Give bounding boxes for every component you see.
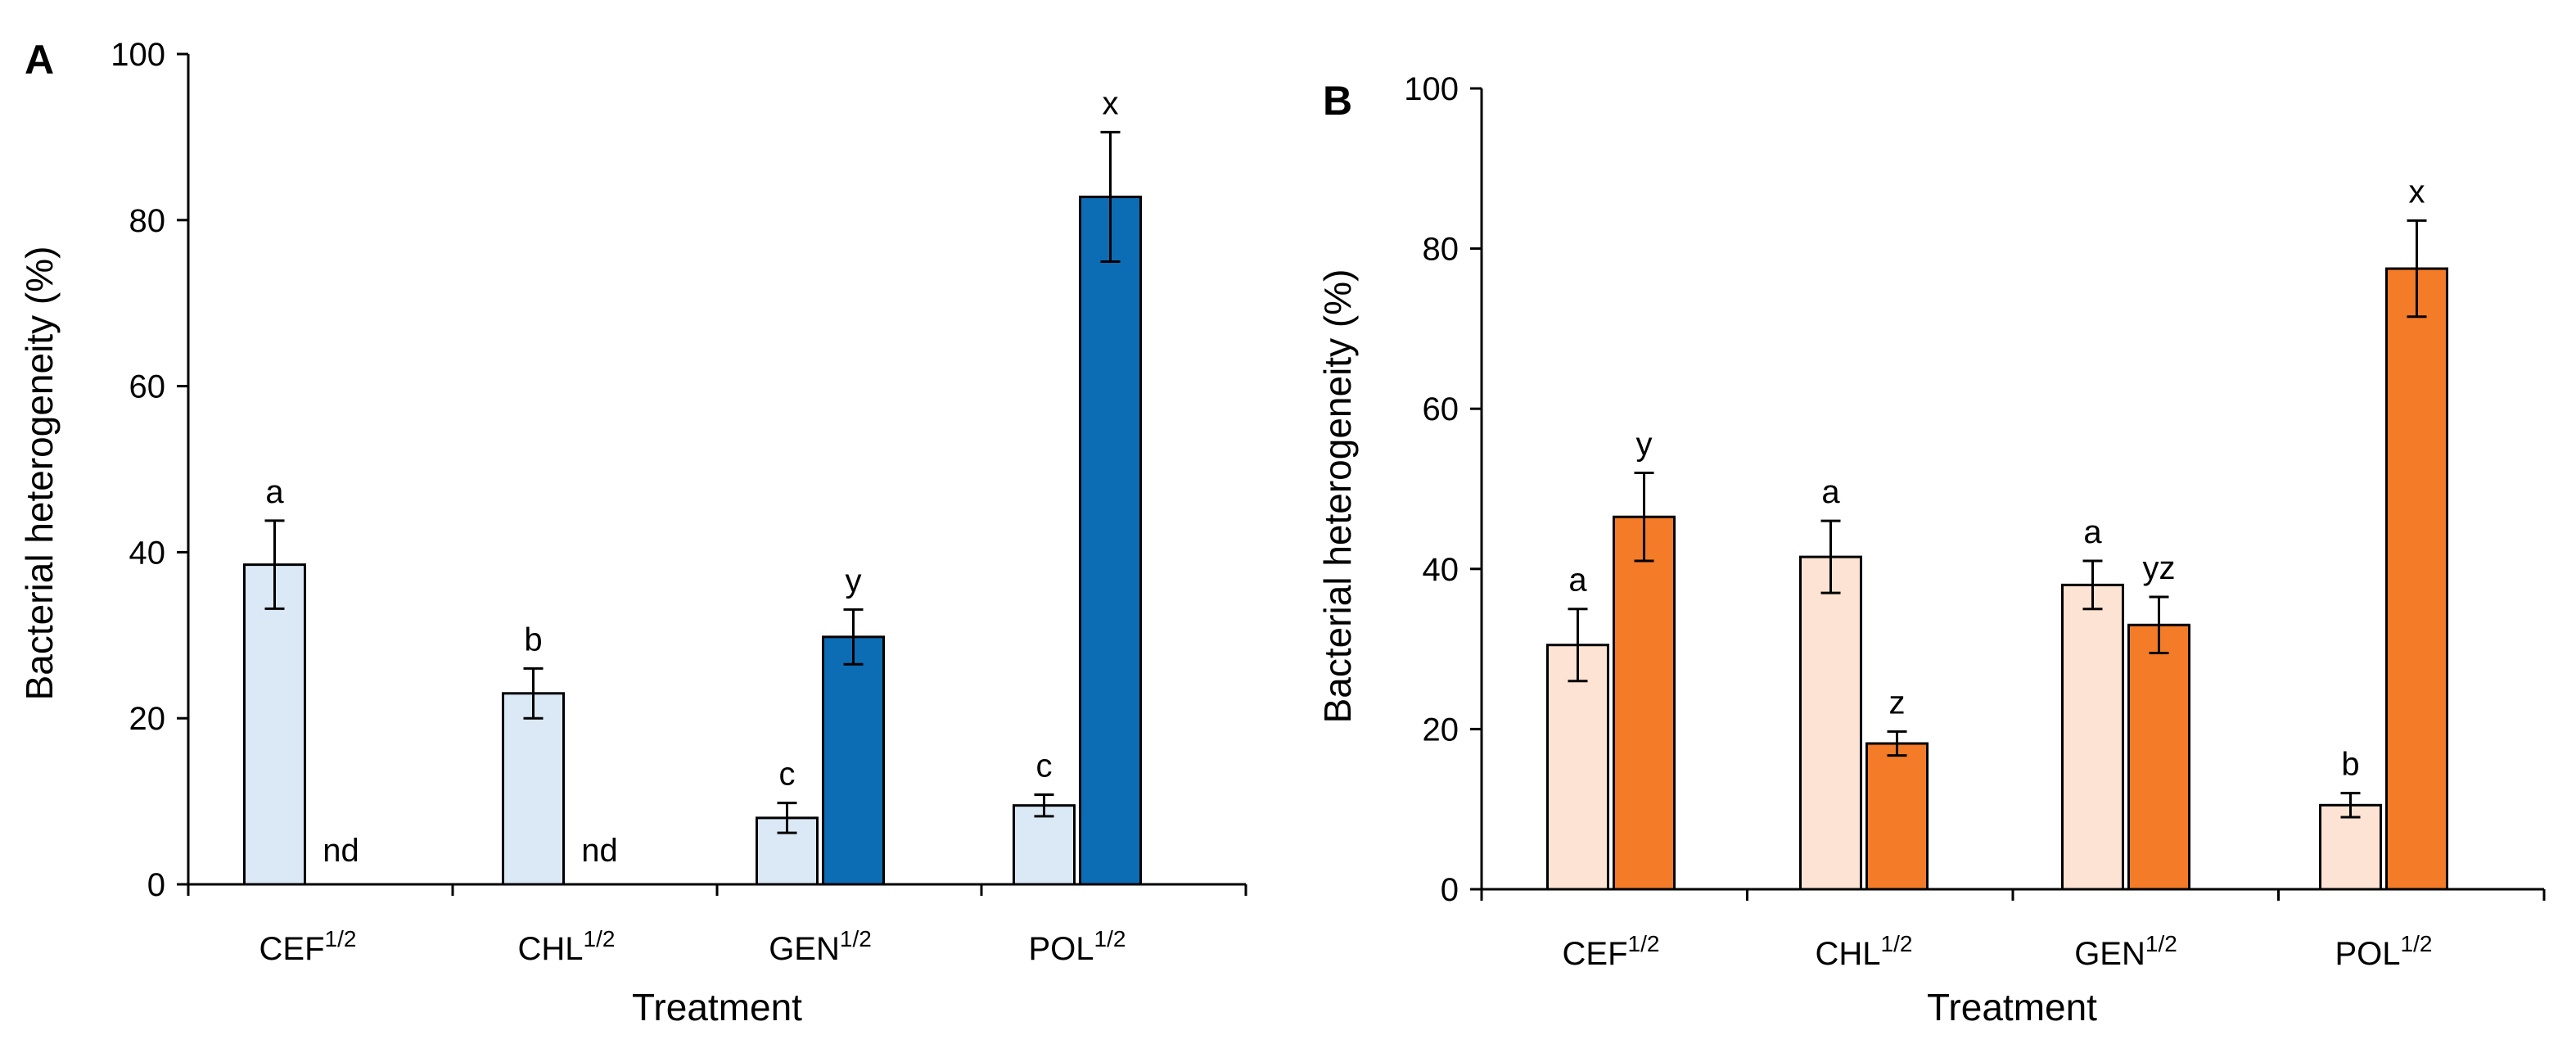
- category-label: POL1/2: [1029, 926, 1126, 967]
- category-label: GEN1/2: [2074, 931, 2177, 972]
- category-label: GEN1/2: [769, 926, 872, 967]
- category-base: CHL: [518, 931, 584, 967]
- panel-a: A Bacterial heterogeneity (%) Treatment …: [18, 37, 1247, 1028]
- category-superscript: 1/2: [2401, 931, 2433, 956]
- significance-label: a: [1568, 563, 1587, 599]
- significance-label: x: [2409, 174, 2425, 210]
- significance-label: x: [1103, 85, 1119, 121]
- category-base: POL: [1029, 931, 1094, 967]
- category-base: CEF: [259, 931, 325, 967]
- y-tick-label: 60: [129, 369, 166, 405]
- y-tick-label: 80: [1423, 232, 1459, 268]
- category-base: CEF: [1563, 936, 1628, 972]
- significance-label: y: [1636, 426, 1653, 462]
- category-superscript: 1/2: [1628, 931, 1660, 956]
- category-superscript: 1/2: [2145, 931, 2177, 956]
- bar: [1799, 555, 1862, 891]
- bar: [822, 635, 885, 886]
- category-base: GEN: [2074, 936, 2145, 972]
- y-tick-label: 80: [129, 203, 166, 239]
- y-tick-label: 40: [129, 535, 166, 571]
- category-label: POL1/2: [2335, 931, 2433, 972]
- category-superscript: 1/2: [1881, 931, 1913, 956]
- category-label: CEF1/2: [1563, 931, 1660, 972]
- panel-label: B: [1323, 78, 1352, 124]
- bar: [2061, 583, 2124, 891]
- bar: [2319, 803, 2382, 891]
- significance-label: nd: [323, 833, 359, 869]
- panel-label: A: [25, 37, 54, 83]
- category-label: CEF1/2: [259, 926, 357, 967]
- y-tick-label: 0: [1441, 872, 1459, 908]
- category-label: CHL1/2: [1816, 931, 1913, 972]
- y-tick-label: 20: [1423, 712, 1459, 748]
- x-axis-label: Treatment: [632, 986, 802, 1028]
- category-base: POL: [2335, 936, 2401, 972]
- y-tick-label: 0: [147, 867, 165, 903]
- y-tick-label: 100: [1404, 71, 1459, 107]
- significance-label: nd: [581, 833, 618, 869]
- category-superscript: 1/2: [840, 926, 872, 951]
- y-tick-label: 20: [129, 701, 166, 737]
- bar: [1546, 644, 1609, 891]
- bar: [1865, 742, 1929, 891]
- category-base: GEN: [769, 931, 840, 967]
- y-axis-label: Bacterial heterogeneity (%): [18, 246, 61, 701]
- bar: [2385, 267, 2448, 891]
- x-axis-label: Treatment: [1927, 986, 2097, 1028]
- significance-label: b: [2341, 747, 2359, 783]
- significance-label: c: [779, 757, 796, 793]
- significance-label: a: [1821, 474, 1840, 510]
- category-superscript: 1/2: [325, 926, 357, 951]
- significance-label: c: [1036, 748, 1053, 784]
- bar: [1613, 515, 1676, 891]
- category-base: CHL: [1816, 936, 1881, 972]
- bar: [502, 692, 565, 886]
- significance-label: b: [524, 621, 542, 658]
- significance-label: z: [1889, 685, 1906, 721]
- y-axis-label: Bacterial heterogeneity (%): [1316, 269, 1359, 724]
- significance-label: a: [2083, 514, 2102, 550]
- panel-b: B Bacterial heterogeneity (%) Treatment …: [1316, 71, 2546, 1028]
- category-label: CHL1/2: [518, 926, 616, 967]
- bar: [243, 563, 306, 886]
- bar: [2127, 623, 2190, 891]
- significance-label: y: [846, 563, 862, 599]
- category-superscript: 1/2: [1094, 926, 1126, 951]
- category-superscript: 1/2: [584, 926, 616, 951]
- y-tick-label: 100: [111, 37, 165, 73]
- bar: [1079, 195, 1142, 886]
- y-tick-label: 60: [1423, 391, 1459, 427]
- y-tick-label: 40: [1423, 552, 1459, 588]
- significance-label: a: [265, 474, 284, 510]
- significance-label: yz: [2143, 550, 2176, 586]
